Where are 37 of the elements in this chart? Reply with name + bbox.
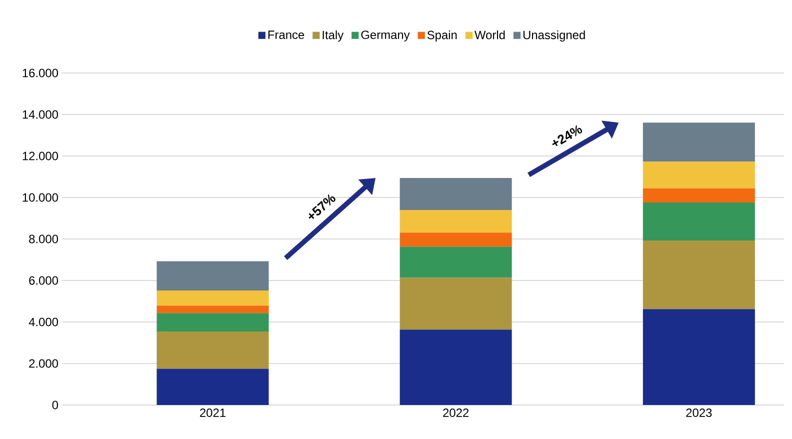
bar [642, 309, 755, 405]
bar [400, 278, 512, 330]
legend-label: Unassigned [523, 30, 585, 42]
bar [156, 332, 269, 369]
bar [156, 290, 269, 306]
bar [156, 368, 269, 405]
x-tick-label: 2022 [443, 408, 469, 417]
bar [156, 313, 269, 332]
y-tick-label: 4.000 [28, 318, 58, 326]
bar [400, 246, 512, 278]
x-tick-label: 2023 [686, 408, 712, 417]
legend-label: France [268, 30, 304, 39]
bar [156, 261, 269, 290]
bar [642, 162, 755, 188]
y-tick-label: 14.000 [22, 110, 58, 119]
bar [400, 330, 512, 405]
bar [400, 178, 512, 210]
legend-label: Germany [361, 30, 410, 42]
y-tick-label: 2.000 [29, 359, 58, 368]
y-tick-label: 10.000 [22, 193, 58, 202]
bar [642, 188, 755, 202]
y-tick-label: 16.000 [22, 68, 58, 78]
x-tick-label: 2021 [200, 408, 226, 417]
annotation: +24% [552, 125, 582, 146]
bar [642, 202, 755, 240]
y-tick-label: 6.000 [29, 276, 58, 285]
y-tick-label: 12.000 [22, 152, 58, 160]
y-tick-label: 8.000 [29, 234, 58, 244]
legend-label: Italy [322, 30, 344, 42]
bar [400, 210, 512, 233]
legend-label: Spain [427, 30, 457, 42]
bar [400, 232, 512, 247]
bar [156, 306, 269, 314]
bar [642, 122, 755, 162]
legend-label: World [474, 30, 505, 40]
bar [642, 240, 755, 310]
y-tick-label: 0 [52, 400, 58, 410]
